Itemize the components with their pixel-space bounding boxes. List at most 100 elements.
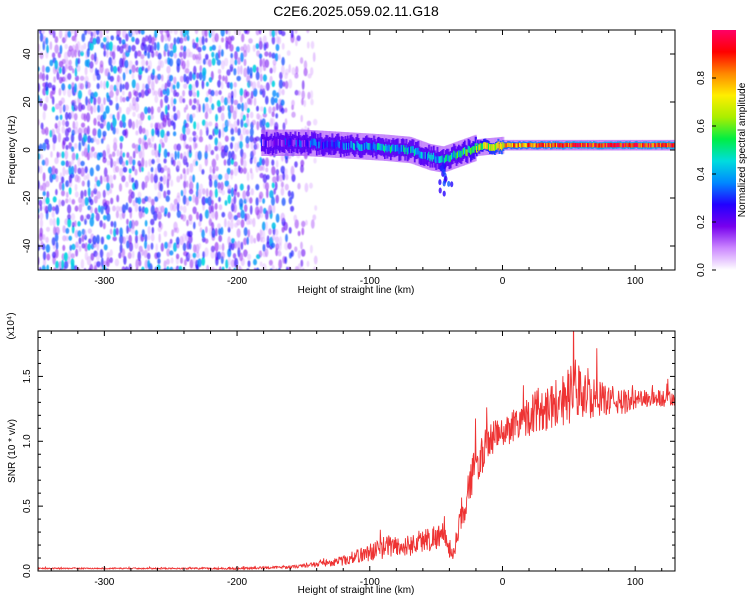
noise-blob <box>209 95 213 104</box>
signal-core <box>661 143 664 148</box>
signal-core <box>631 143 634 148</box>
noise-blob <box>94 183 97 191</box>
signal-core <box>424 152 427 159</box>
noise-blob <box>310 41 315 49</box>
noise-blob <box>211 158 217 169</box>
noise-blob <box>153 173 158 184</box>
noise-blob <box>239 133 243 142</box>
noise-blob <box>209 178 213 188</box>
noise-blob <box>284 242 289 251</box>
signal-core <box>595 143 598 148</box>
noise-blob <box>214 202 218 211</box>
noise-blob <box>186 167 190 175</box>
noise-blob <box>271 52 276 59</box>
noise-blob <box>201 79 205 90</box>
noise-blob <box>221 189 226 196</box>
noise-blob <box>113 221 117 229</box>
noise-blob <box>113 137 118 146</box>
noise-blob <box>99 60 104 68</box>
signal-core <box>288 140 291 147</box>
noise-blob <box>168 58 174 67</box>
noise-blob <box>67 83 72 90</box>
noise-blob <box>122 90 125 96</box>
noise-blob <box>45 180 50 188</box>
signal-core <box>271 141 274 148</box>
noise-blob <box>211 221 215 231</box>
signal-core <box>585 142 588 148</box>
noise-blob <box>106 160 111 166</box>
noise-blob <box>280 99 285 106</box>
noise-blob <box>188 71 193 81</box>
signal-core <box>479 143 482 150</box>
noise-blob <box>129 69 132 75</box>
noise-blob <box>121 161 126 167</box>
noise-blob <box>80 167 85 177</box>
signal-core <box>337 140 340 147</box>
spectrogram-signal-band <box>260 129 675 197</box>
signal-core <box>579 142 582 148</box>
noise-blob <box>176 160 181 169</box>
noise-blob <box>291 174 296 182</box>
noise-blob <box>169 250 174 256</box>
signal-core <box>613 143 616 148</box>
noise-blob <box>224 172 229 181</box>
snr-plot-area <box>38 331 675 571</box>
noise-blob <box>95 212 100 222</box>
signal-core <box>576 142 579 148</box>
noise-blob <box>52 142 56 152</box>
noise-blob <box>118 76 122 85</box>
noise-blob <box>306 260 310 267</box>
noise-blob <box>240 52 244 63</box>
noise-blob <box>246 113 249 119</box>
noise-blob <box>211 44 216 51</box>
noise-blob <box>162 174 167 185</box>
noise-blob <box>160 98 163 109</box>
noise-blob <box>270 96 275 106</box>
noise-blob <box>230 90 234 99</box>
noise-blob <box>236 118 240 126</box>
noise-blob <box>192 91 197 97</box>
noise-blob <box>141 229 145 238</box>
noise-blob <box>45 244 51 253</box>
signal-core <box>602 143 605 148</box>
noise-blob <box>65 111 69 121</box>
snr-y-tick-label: 1.5 <box>22 369 33 383</box>
signal-core <box>307 141 310 149</box>
noise-blob <box>55 241 59 250</box>
noise-blob <box>281 42 285 50</box>
noise-blob <box>41 128 46 135</box>
noise-blob <box>105 268 109 270</box>
noise-blob <box>151 149 156 156</box>
noise-blob <box>204 103 209 113</box>
noise-blob <box>71 243 76 250</box>
noise-blob <box>253 156 257 164</box>
noise-blob <box>142 83 145 91</box>
noise-blob <box>256 232 261 242</box>
noise-blob <box>173 98 177 105</box>
signal-core <box>295 140 298 147</box>
noise-blob <box>81 150 85 157</box>
noise-blob <box>188 144 192 154</box>
noise-blob <box>250 90 254 99</box>
noise-blob <box>284 107 288 113</box>
noise-blob <box>52 30 56 39</box>
noise-blob <box>196 90 200 98</box>
noise-blob <box>291 99 295 107</box>
noise-blob <box>64 136 70 142</box>
signal-core <box>318 141 321 149</box>
noise-blob <box>239 267 243 270</box>
noise-blob <box>135 60 139 66</box>
noise-blob <box>265 41 269 49</box>
signal-core <box>423 152 426 160</box>
noise-blob <box>145 60 149 66</box>
noise-blob <box>60 199 65 207</box>
noise-blob <box>150 173 154 184</box>
noise-blob <box>313 266 317 270</box>
noise-blob <box>89 167 94 177</box>
noise-blob <box>74 30 78 38</box>
noise-blob <box>59 114 63 121</box>
noise-blob <box>109 257 113 264</box>
noise-blob <box>65 144 69 150</box>
noise-blob <box>51 96 55 105</box>
